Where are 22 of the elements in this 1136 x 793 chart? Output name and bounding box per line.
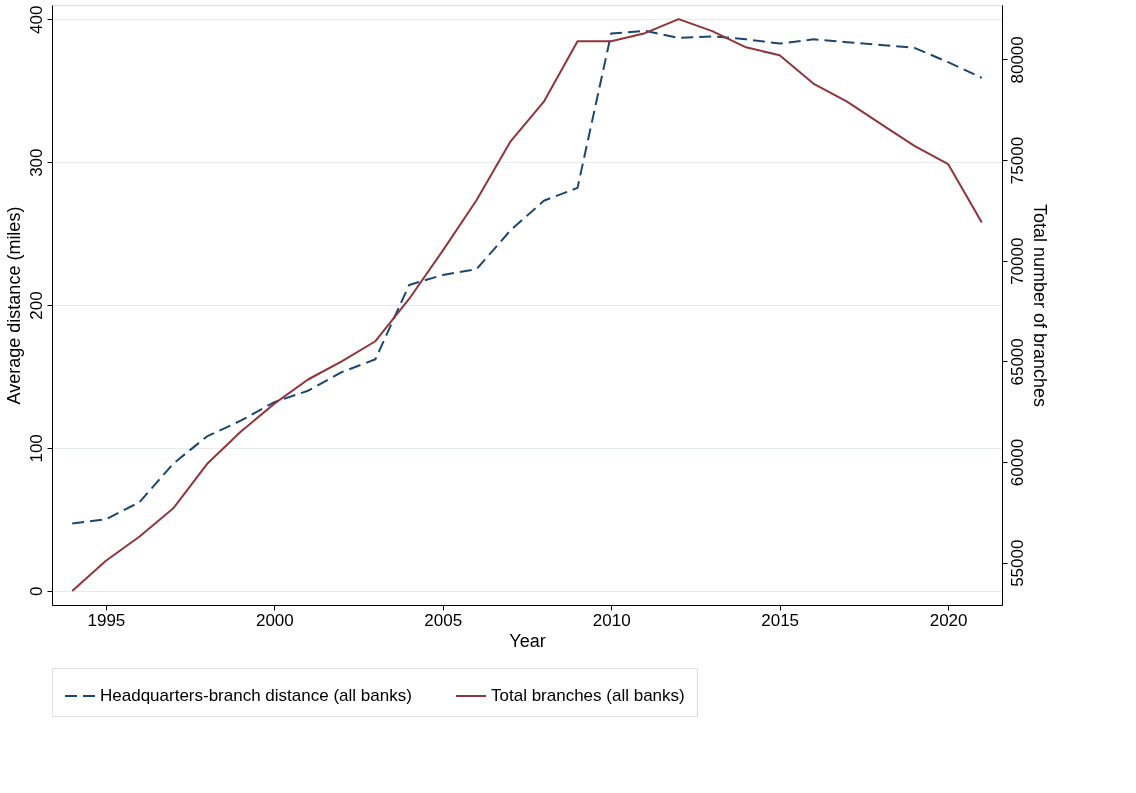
x-tick-label: 2010 (592, 610, 631, 630)
legend-label: Headquarters-branch distance (all banks) (100, 686, 412, 705)
y2-tick-label: 65000 (1007, 338, 1027, 386)
x-axis-title: Year (509, 630, 546, 651)
x-tick-label: 1995 (87, 610, 126, 630)
y-tick-label: 100 (26, 434, 46, 463)
y2-tick-label: 75000 (1007, 136, 1027, 185)
x-tick-label: 2020 (929, 610, 968, 630)
legend-label: Total branches (all banks) (491, 686, 685, 705)
x-tick-label: 2005 (424, 610, 463, 630)
y2-axis-title: Total number of branches (1029, 203, 1050, 408)
y2-tick-label: 55000 (1007, 539, 1027, 587)
y2-tick-label: 60000 (1007, 438, 1027, 487)
y-tick-label: 200 (26, 291, 46, 320)
y-axis-title: Average distance (miles) (3, 206, 24, 405)
x-tick-label: 2015 (761, 610, 800, 630)
y-tick-label: 0 (26, 586, 46, 596)
y2-tick-label: 80000 (1007, 36, 1027, 84)
y-tick-label: 300 (26, 148, 46, 177)
x-tick-label: 2000 (255, 610, 294, 630)
y-tick-label: 400 (26, 5, 46, 34)
y2-tick-label: 70000 (1007, 237, 1027, 285)
